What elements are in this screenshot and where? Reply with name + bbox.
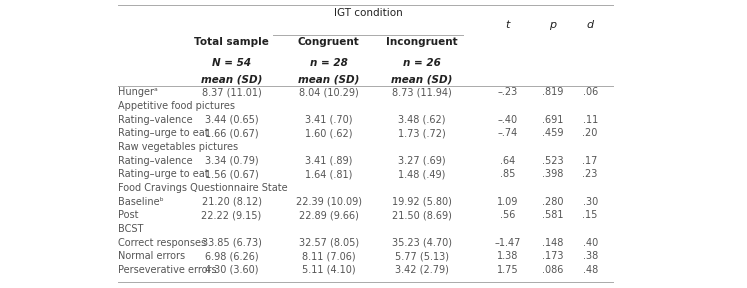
Text: 1.56 (0.67): 1.56 (0.67) bbox=[205, 169, 258, 179]
Text: n = 26: n = 26 bbox=[403, 58, 441, 68]
Text: Correct responses: Correct responses bbox=[118, 238, 206, 248]
Text: .17: .17 bbox=[583, 156, 598, 166]
Text: 5.11 (4.10): 5.11 (4.10) bbox=[302, 265, 356, 275]
Text: .64: .64 bbox=[500, 156, 515, 166]
Text: Raw vegetables pictures: Raw vegetables pictures bbox=[118, 142, 238, 152]
Text: .30: .30 bbox=[583, 197, 598, 206]
Text: 8.37 (11.01): 8.37 (11.01) bbox=[202, 87, 261, 97]
Text: Hungerᵃ: Hungerᵃ bbox=[118, 87, 158, 97]
Text: .06: .06 bbox=[583, 87, 598, 97]
Text: 3.27 (.69): 3.27 (.69) bbox=[398, 156, 446, 166]
Text: 1.73 (.72): 1.73 (.72) bbox=[398, 128, 446, 138]
Text: –.74: –.74 bbox=[498, 128, 518, 138]
Text: 21.50 (8.69): 21.50 (8.69) bbox=[392, 210, 452, 220]
Text: 5.77 (5.13): 5.77 (5.13) bbox=[395, 251, 449, 261]
Text: 3.34 (0.79): 3.34 (0.79) bbox=[205, 156, 258, 166]
Text: t: t bbox=[506, 20, 510, 30]
Text: Perseverative errors: Perseverative errors bbox=[118, 265, 217, 275]
Text: .148: .148 bbox=[542, 238, 563, 248]
Text: mean (SD): mean (SD) bbox=[201, 75, 262, 85]
Text: 22.89 (9.66): 22.89 (9.66) bbox=[299, 210, 359, 220]
Text: Rating–urge to eat: Rating–urge to eat bbox=[118, 128, 208, 138]
Text: 3.48 (.62): 3.48 (.62) bbox=[398, 115, 446, 124]
Text: .40: .40 bbox=[583, 238, 598, 248]
Text: 1.64 (.81): 1.64 (.81) bbox=[305, 169, 353, 179]
Text: .23: .23 bbox=[583, 169, 598, 179]
Text: 32.57 (8.05): 32.57 (8.05) bbox=[299, 238, 359, 248]
Text: p: p bbox=[549, 20, 557, 30]
Text: .581: .581 bbox=[542, 210, 563, 220]
Text: IGT condition: IGT condition bbox=[333, 8, 403, 18]
Text: 21.20 (8.12): 21.20 (8.12) bbox=[202, 197, 261, 206]
Text: Food Cravings Questionnaire State: Food Cravings Questionnaire State bbox=[118, 183, 288, 193]
Text: 22.22 (9.15): 22.22 (9.15) bbox=[202, 210, 261, 220]
Text: –1.47: –1.47 bbox=[495, 238, 521, 248]
Text: .691: .691 bbox=[542, 115, 563, 124]
Text: .173: .173 bbox=[542, 251, 563, 261]
Text: 6.98 (6.26): 6.98 (6.26) bbox=[205, 251, 258, 261]
Text: Post: Post bbox=[118, 210, 138, 220]
Text: Rating–valence: Rating–valence bbox=[118, 115, 193, 124]
Text: N = 54: N = 54 bbox=[212, 58, 251, 68]
Text: d: d bbox=[586, 20, 594, 30]
Text: 33.85 (6.73): 33.85 (6.73) bbox=[202, 238, 261, 248]
Text: –.23: –.23 bbox=[498, 87, 518, 97]
Text: 1.60 (.62): 1.60 (.62) bbox=[305, 128, 353, 138]
Text: 1.38: 1.38 bbox=[498, 251, 518, 261]
Text: 8.11 (7.06): 8.11 (7.06) bbox=[302, 251, 356, 261]
Text: .086: .086 bbox=[542, 265, 563, 275]
Text: –.40: –.40 bbox=[498, 115, 518, 124]
Text: .523: .523 bbox=[542, 156, 563, 166]
Text: 8.73 (11.94): 8.73 (11.94) bbox=[392, 87, 452, 97]
Text: Rating–urge to eat: Rating–urge to eat bbox=[118, 169, 208, 179]
Text: mean (SD): mean (SD) bbox=[391, 75, 453, 85]
Text: Baselineᵇ: Baselineᵇ bbox=[118, 197, 164, 206]
Text: 3.41 (.70): 3.41 (.70) bbox=[305, 115, 353, 124]
Text: .85: .85 bbox=[500, 169, 515, 179]
Text: Appetitive food pictures: Appetitive food pictures bbox=[118, 101, 235, 111]
Text: .38: .38 bbox=[583, 251, 598, 261]
Text: 3.41 (.89): 3.41 (.89) bbox=[305, 156, 353, 166]
Text: n = 28: n = 28 bbox=[310, 58, 347, 68]
Text: 35.23 (4.70): 35.23 (4.70) bbox=[392, 238, 452, 248]
Text: Congruent: Congruent bbox=[298, 37, 359, 48]
Text: 3.42 (2.79): 3.42 (2.79) bbox=[395, 265, 449, 275]
Text: .11: .11 bbox=[583, 115, 598, 124]
Text: BCST: BCST bbox=[118, 224, 143, 234]
Text: 4.30 (3.60): 4.30 (3.60) bbox=[205, 265, 258, 275]
Text: Incongruent: Incongruent bbox=[386, 37, 458, 48]
Text: .398: .398 bbox=[542, 169, 563, 179]
Text: 1.75: 1.75 bbox=[498, 265, 518, 275]
Text: 1.48 (.49): 1.48 (.49) bbox=[398, 169, 446, 179]
Text: .280: .280 bbox=[542, 197, 563, 206]
Text: .48: .48 bbox=[583, 265, 598, 275]
Text: 3.44 (0.65): 3.44 (0.65) bbox=[205, 115, 258, 124]
Text: Rating–valence: Rating–valence bbox=[118, 156, 193, 166]
Text: .15: .15 bbox=[583, 210, 598, 220]
Text: 8.04 (10.29): 8.04 (10.29) bbox=[299, 87, 359, 97]
Text: .819: .819 bbox=[542, 87, 563, 97]
Text: 1.66 (0.67): 1.66 (0.67) bbox=[205, 128, 258, 138]
Text: Total sample: Total sample bbox=[194, 37, 269, 48]
Text: 1.09: 1.09 bbox=[498, 197, 518, 206]
Text: .459: .459 bbox=[542, 128, 563, 138]
Text: Normal errors: Normal errors bbox=[118, 251, 185, 261]
Text: .20: .20 bbox=[583, 128, 598, 138]
Text: 22.39 (10.09): 22.39 (10.09) bbox=[296, 197, 362, 206]
Text: 19.92 (5.80): 19.92 (5.80) bbox=[392, 197, 452, 206]
Text: mean (SD): mean (SD) bbox=[298, 75, 359, 85]
Text: .56: .56 bbox=[500, 210, 515, 220]
